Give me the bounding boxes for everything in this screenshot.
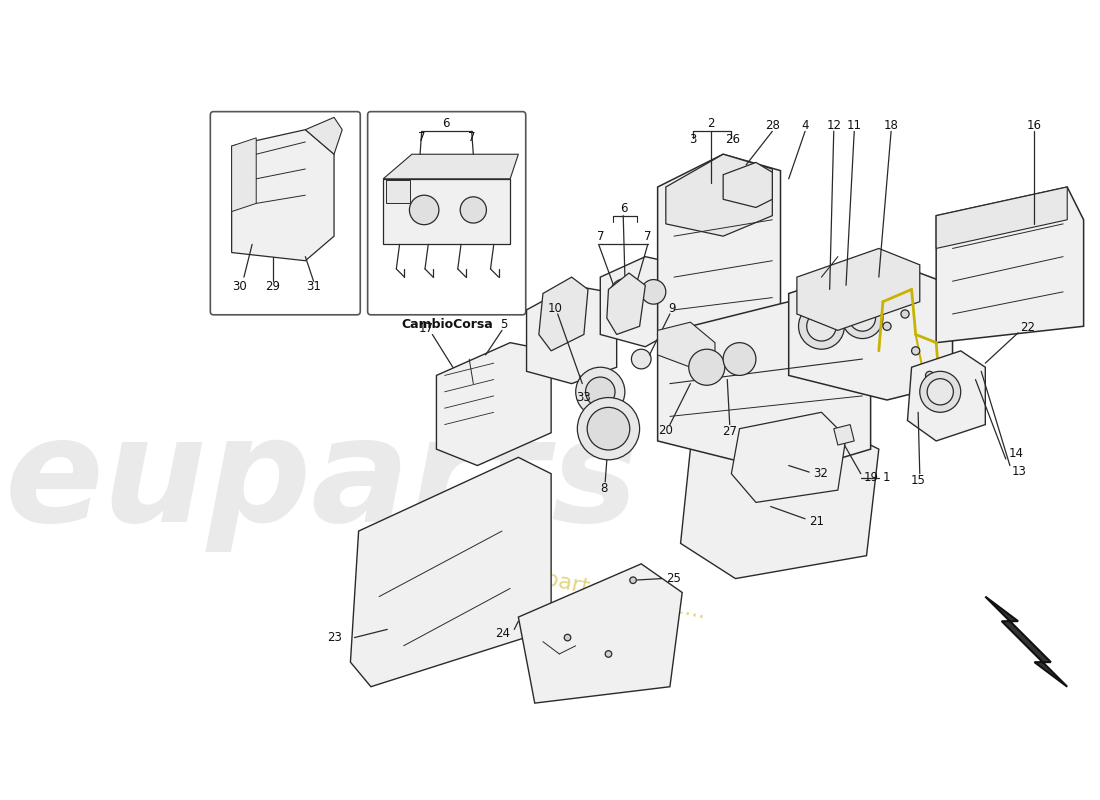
Polygon shape — [437, 342, 551, 466]
Text: 6: 6 — [442, 118, 450, 130]
Circle shape — [842, 298, 883, 338]
Text: 14: 14 — [1009, 446, 1023, 460]
Text: 33: 33 — [576, 391, 592, 404]
Text: 31: 31 — [306, 281, 321, 294]
Circle shape — [587, 407, 630, 450]
Polygon shape — [232, 138, 256, 211]
Polygon shape — [796, 249, 920, 330]
Polygon shape — [383, 179, 510, 244]
Text: 19: 19 — [865, 471, 879, 484]
Polygon shape — [306, 118, 342, 154]
Circle shape — [610, 278, 639, 308]
Polygon shape — [666, 154, 772, 236]
Text: 12: 12 — [826, 119, 842, 132]
Circle shape — [564, 634, 571, 641]
Polygon shape — [681, 421, 879, 578]
Text: 7: 7 — [468, 131, 475, 144]
Text: 30: 30 — [232, 281, 248, 294]
Circle shape — [799, 303, 845, 350]
Circle shape — [630, 577, 636, 583]
Circle shape — [912, 346, 920, 355]
Text: 7: 7 — [644, 230, 651, 242]
Polygon shape — [527, 286, 617, 384]
Text: CambioCorsa: CambioCorsa — [402, 318, 493, 331]
Polygon shape — [607, 273, 646, 334]
FancyBboxPatch shape — [210, 112, 361, 315]
Circle shape — [631, 350, 651, 369]
Text: 32: 32 — [813, 467, 828, 480]
Polygon shape — [658, 154, 781, 351]
Polygon shape — [351, 458, 551, 686]
Text: 18: 18 — [883, 119, 899, 132]
Polygon shape — [789, 261, 953, 400]
Polygon shape — [936, 187, 1067, 249]
Circle shape — [585, 377, 615, 406]
Polygon shape — [732, 412, 846, 502]
Circle shape — [641, 279, 666, 304]
Polygon shape — [386, 181, 410, 203]
Text: 29: 29 — [265, 281, 280, 294]
Text: 11: 11 — [847, 119, 861, 132]
Text: 28: 28 — [764, 119, 780, 132]
Text: 16: 16 — [1027, 119, 1042, 132]
Text: 6: 6 — [620, 202, 628, 215]
Polygon shape — [232, 130, 334, 261]
Circle shape — [578, 398, 639, 460]
Text: 5: 5 — [499, 318, 507, 331]
Text: 8: 8 — [600, 482, 607, 495]
Circle shape — [925, 371, 934, 379]
Circle shape — [689, 350, 725, 386]
Text: 2: 2 — [707, 118, 715, 130]
Text: 4: 4 — [801, 119, 808, 132]
Text: 26: 26 — [725, 133, 739, 146]
Polygon shape — [908, 351, 986, 441]
Polygon shape — [658, 322, 715, 367]
Text: 3: 3 — [690, 133, 696, 146]
Polygon shape — [658, 302, 870, 474]
Circle shape — [460, 197, 486, 223]
Text: 9: 9 — [668, 302, 675, 314]
Circle shape — [806, 311, 836, 341]
Text: 27: 27 — [723, 425, 737, 438]
Text: a passion for parts since 1...: a passion for parts since 1... — [395, 538, 707, 622]
Text: euparts: euparts — [4, 411, 639, 553]
Text: 22: 22 — [1020, 322, 1035, 334]
Circle shape — [927, 378, 954, 405]
Polygon shape — [936, 187, 1084, 342]
Polygon shape — [539, 277, 588, 351]
FancyBboxPatch shape — [367, 112, 526, 315]
Text: 25: 25 — [666, 572, 681, 585]
Text: 17: 17 — [419, 322, 435, 335]
Polygon shape — [723, 162, 772, 207]
Text: 24: 24 — [495, 627, 510, 640]
Circle shape — [575, 367, 625, 416]
Text: 15: 15 — [911, 474, 925, 486]
Text: 20: 20 — [659, 424, 673, 437]
Text: 21: 21 — [810, 514, 824, 528]
Text: 23: 23 — [328, 631, 342, 644]
Polygon shape — [834, 425, 855, 445]
Polygon shape — [518, 564, 682, 703]
Circle shape — [901, 310, 909, 318]
Polygon shape — [601, 257, 682, 346]
Text: 1: 1 — [883, 471, 890, 484]
Text: 7: 7 — [418, 131, 426, 144]
Circle shape — [883, 322, 891, 330]
Text: 10: 10 — [548, 302, 563, 314]
Circle shape — [920, 371, 960, 412]
Text: 13: 13 — [1012, 465, 1026, 478]
Circle shape — [409, 195, 439, 225]
Circle shape — [723, 342, 756, 375]
Text: 7: 7 — [596, 230, 604, 242]
Circle shape — [849, 305, 876, 331]
Polygon shape — [383, 154, 518, 179]
Polygon shape — [986, 597, 1067, 686]
Circle shape — [605, 650, 612, 658]
